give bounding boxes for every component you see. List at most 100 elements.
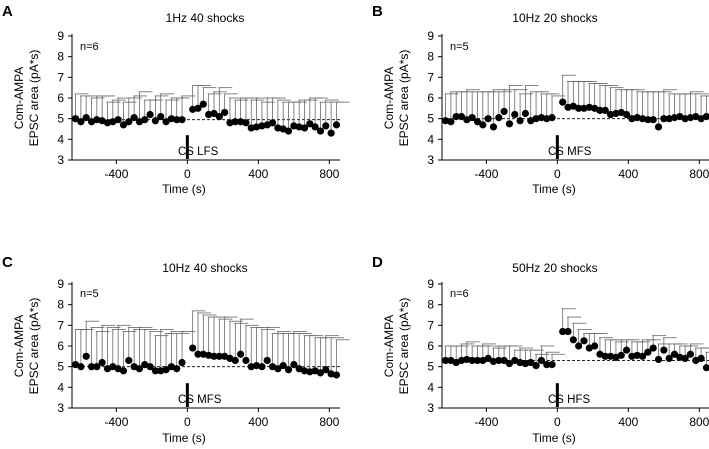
data-point <box>242 356 250 365</box>
y-axis-label-line1: Com-AMPA <box>382 67 396 129</box>
data-point <box>119 367 128 375</box>
y-axis-label-line2: EPSC area (pA*s) <box>397 298 411 395</box>
data-point <box>596 106 604 114</box>
y-tick-label: 7 <box>57 318 64 332</box>
y-tick-label: 6 <box>427 339 434 353</box>
data-point <box>489 123 498 131</box>
data-point <box>119 121 128 129</box>
y-tick-label: 9 <box>427 29 434 43</box>
data-point <box>290 361 298 369</box>
x-tick-label: 800 <box>319 415 339 429</box>
y-tick-label: 4 <box>427 380 434 394</box>
x-tick-label: -400 <box>474 167 498 181</box>
x-axis-label: Time (s) <box>162 431 206 445</box>
data-point <box>77 118 85 126</box>
data-point <box>628 115 636 123</box>
data-point <box>665 354 673 362</box>
data-point <box>452 113 460 121</box>
data-point <box>93 116 101 124</box>
data-point <box>644 116 652 124</box>
x-axis-label: Time (s) <box>532 431 576 445</box>
data-point <box>607 110 615 119</box>
data-point <box>210 352 218 360</box>
y-tick-label: 9 <box>57 29 64 43</box>
y-tick-label: 6 <box>427 91 434 105</box>
panel-title: 10Hz 40 shocks <box>162 261 247 275</box>
data-point <box>215 113 223 121</box>
y-tick-label: 8 <box>427 50 434 64</box>
data-point <box>660 115 668 123</box>
x-tick-label: 400 <box>618 415 638 429</box>
data-point <box>580 337 588 345</box>
x-tick-label: -400 <box>104 415 128 429</box>
data-point <box>489 357 498 366</box>
data-point <box>633 351 641 359</box>
x-tick-label: -400 <box>474 415 498 429</box>
data-point <box>173 116 181 124</box>
data-point <box>473 356 482 365</box>
data-point <box>569 336 577 344</box>
data-point <box>500 107 508 116</box>
data-point <box>189 105 197 113</box>
x-tick-label: 0 <box>554 167 561 181</box>
data-point <box>157 113 165 121</box>
panel-a: A 1Hz 40 shocks Com-AMPA EPSC area (pA*s… <box>2 3 350 196</box>
panel-c: C 10Hz 40 shocks Com-AMPA EPSC area (pA*… <box>2 254 350 445</box>
data-point <box>162 118 170 126</box>
y-axis-label-line1: Com-AMPA <box>382 315 396 377</box>
y-axis-label-line1: Com-AMPA <box>12 67 26 129</box>
data-point <box>457 113 466 121</box>
n-label: n=5 <box>450 41 469 53</box>
data-point <box>221 108 229 117</box>
data-point <box>194 350 202 358</box>
data-point <box>580 104 588 112</box>
data-point <box>93 363 101 371</box>
data-point <box>125 118 133 126</box>
data-point <box>622 110 631 119</box>
n-label: n=6 <box>80 41 99 53</box>
y-tick-label: 8 <box>427 298 434 312</box>
y-tick-label: 6 <box>57 91 64 105</box>
data-point <box>559 327 567 336</box>
panel-title: 1Hz 40 shocks <box>166 11 245 25</box>
data-point <box>702 113 709 121</box>
data-point <box>146 363 154 371</box>
data-point <box>87 363 96 371</box>
data-point <box>162 366 170 374</box>
y-tick-label: 5 <box>57 360 64 374</box>
data-point <box>300 367 309 375</box>
event-label: CS HFS <box>548 394 591 406</box>
panel-letter: A <box>2 3 13 20</box>
data-point <box>199 100 207 108</box>
data-point <box>463 355 471 364</box>
panel-letter: B <box>372 3 383 20</box>
data-point <box>252 362 261 370</box>
data-point <box>575 342 583 350</box>
data-point <box>231 356 239 365</box>
data-point <box>537 114 545 122</box>
x-axis-label: Time (s) <box>532 182 576 196</box>
data-point <box>516 117 524 125</box>
panel-b: B 10Hz 20 shocks Com-AMPA EPSC area (pA*… <box>372 3 709 196</box>
data-point <box>173 365 181 373</box>
data-point <box>141 116 149 124</box>
data-point <box>332 121 341 129</box>
data-point <box>322 366 330 374</box>
x-tick-label: 800 <box>319 167 339 181</box>
data-point <box>306 368 314 376</box>
data-point <box>327 370 335 378</box>
data-point <box>125 356 133 365</box>
data-point <box>447 118 455 126</box>
data-point <box>564 327 572 336</box>
event-label: CS LFS <box>178 146 219 158</box>
x-tick-label: 400 <box>248 167 268 181</box>
data-point <box>194 104 202 112</box>
data-point <box>178 116 186 124</box>
data-point <box>537 356 545 365</box>
data-point <box>559 98 567 106</box>
data-point <box>612 109 620 118</box>
x-tick-label: 400 <box>248 415 268 429</box>
event-label: CS MFS <box>548 146 592 158</box>
data-point <box>468 114 476 122</box>
y-tick-label: 4 <box>427 132 434 146</box>
